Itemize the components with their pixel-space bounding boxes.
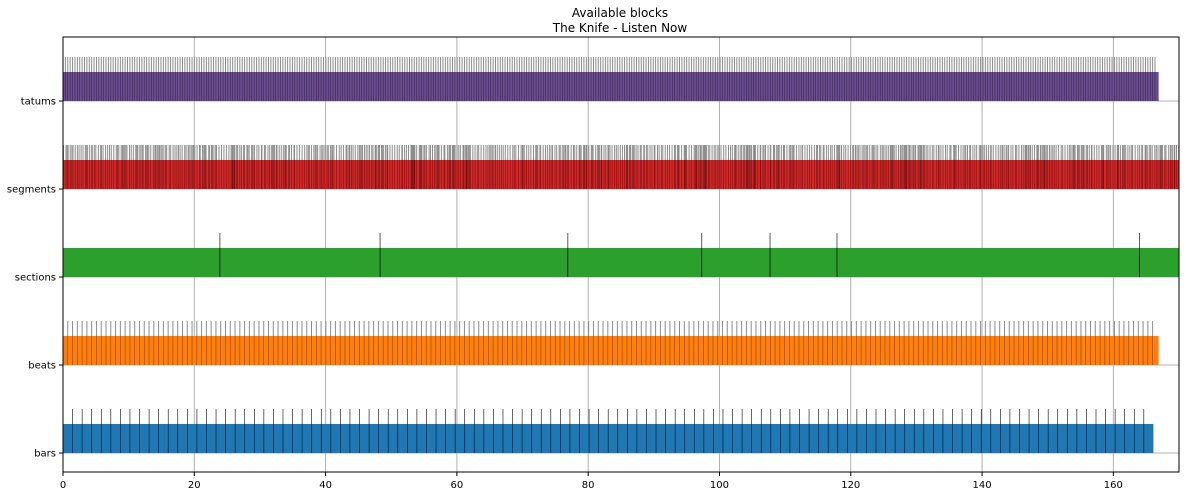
y-tick-label: segments	[7, 185, 56, 196]
plot-frame	[62, 36, 1180, 473]
chart-subtitle: The Knife - Listen Now	[552, 21, 688, 35]
y-tick-label: sections	[15, 273, 56, 284]
y-tick-label: beats	[28, 361, 56, 372]
x-tick-label: 140	[973, 480, 992, 491]
axes: 0 20 40 60 80 100 120 140 160 bars beats sections se…	[7, 97, 1123, 492]
x-tick-label: 100	[710, 480, 729, 491]
bar-beats	[63, 336, 1159, 365]
x-tick-label: 40	[319, 480, 332, 491]
series-tatums	[62, 57, 1159, 101]
x-tick-label: 0	[60, 480, 66, 491]
plot-marks	[62, 57, 1180, 453]
x-tick-label: 160	[1104, 480, 1123, 491]
x-tick-label: 80	[582, 480, 595, 491]
series-beats	[62, 321, 1159, 365]
x-tick-label: 120	[841, 480, 860, 491]
bar-tatums	[63, 72, 1159, 101]
y-tick-label: bars	[34, 449, 56, 460]
bar-segments	[63, 160, 1179, 189]
chart-title: Available blocks	[572, 6, 668, 20]
series-segments	[62, 145, 1180, 189]
bar-sections	[63, 248, 1179, 277]
x-tick-label: 60	[451, 480, 464, 491]
series-sections	[63, 233, 1179, 277]
series-bars	[62, 409, 1154, 453]
x-tick-label: 20	[188, 480, 201, 491]
y-tick-label: tatums	[21, 97, 56, 108]
